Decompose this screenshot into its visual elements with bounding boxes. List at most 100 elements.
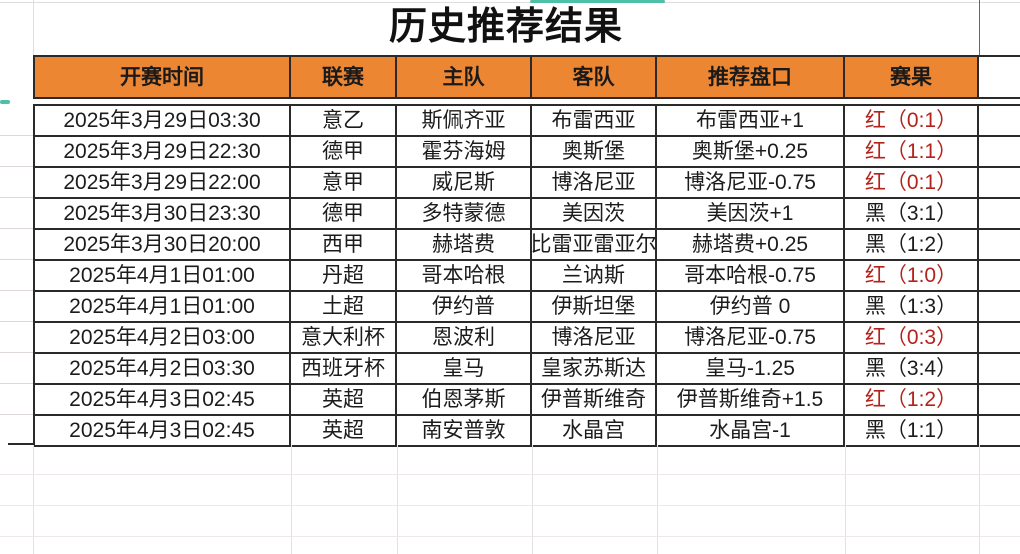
cell-away[interactable]: 皇家苏斯达 bbox=[532, 354, 657, 383]
cell-league[interactable]: 土超 bbox=[291, 292, 397, 321]
cell-handicap[interactable]: 赫塔费+0.25 bbox=[657, 230, 845, 259]
cell-league[interactable]: 西班牙杯 bbox=[291, 354, 397, 383]
table-row: 2025年4月2日03:00 意大利杯 恩波利 博洛尼亚 博洛尼亚-0.75 红… bbox=[33, 323, 1020, 354]
cell-away[interactable]: 美因茨 bbox=[532, 199, 657, 228]
cell-away[interactable]: 比雷亚雷亚尔 bbox=[532, 230, 657, 259]
cell-away[interactable]: 布雷西亚 bbox=[532, 106, 657, 135]
table-row: 2025年3月29日03:30 意乙 斯佩齐亚 布雷西亚 布雷西亚+1 红（0:… bbox=[33, 106, 1020, 137]
cell-empty bbox=[979, 323, 1020, 352]
cell-time[interactable]: 2025年4月1日01:00 bbox=[35, 292, 291, 321]
header-row: 开赛时间 联赛 主队 客队 推荐盘口 赛果 bbox=[33, 55, 1020, 99]
header-home[interactable]: 主队 bbox=[397, 57, 532, 97]
cell-handicap[interactable]: 伊约普 0 bbox=[657, 292, 845, 321]
cell-result[interactable]: 红（0:1） bbox=[845, 106, 979, 135]
gridline bbox=[979, 445, 980, 554]
cell-handicap[interactable]: 哥本哈根-0.75 bbox=[657, 261, 845, 290]
gridline bbox=[0, 352, 33, 353]
cell-result[interactable]: 黑（3:4） bbox=[845, 354, 979, 383]
cell-league[interactable]: 丹超 bbox=[291, 261, 397, 290]
cell-handicap[interactable]: 美因茨+1 bbox=[657, 199, 845, 228]
cell-away[interactable]: 水晶宫 bbox=[532, 416, 657, 445]
cell-home[interactable]: 伯恩茅斯 bbox=[397, 385, 532, 414]
cell-handicap[interactable]: 奥斯堡+0.25 bbox=[657, 137, 845, 166]
cell-handicap[interactable]: 博洛尼亚-0.75 bbox=[657, 168, 845, 197]
cell-home[interactable]: 霍芬海姆 bbox=[397, 137, 532, 166]
cell-away[interactable]: 博洛尼亚 bbox=[532, 323, 657, 352]
cell-away[interactable]: 奥斯堡 bbox=[532, 137, 657, 166]
gridline bbox=[845, 445, 846, 554]
header-league[interactable]: 联赛 bbox=[291, 57, 397, 97]
cell-time[interactable]: 2025年3月29日03:30 bbox=[35, 106, 291, 135]
cell-league[interactable]: 西甲 bbox=[291, 230, 397, 259]
cell-league[interactable]: 英超 bbox=[291, 385, 397, 414]
table-body: 2025年3月29日03:30 意乙 斯佩齐亚 布雷西亚 布雷西亚+1 红（0:… bbox=[33, 104, 1020, 447]
cell-handicap[interactable]: 伊普斯维奇+1.5 bbox=[657, 385, 845, 414]
table-row: 2025年3月30日20:00 西甲 赫塔费 比雷亚雷亚尔 赫塔费+0.25 黑… bbox=[33, 230, 1020, 261]
table-row: 2025年4月1日01:00 丹超 哥本哈根 兰讷斯 哥本哈根-0.75 红（1… bbox=[33, 261, 1020, 292]
gridline bbox=[532, 445, 533, 554]
header-away[interactable]: 客队 bbox=[532, 57, 657, 97]
cell-empty bbox=[979, 168, 1020, 197]
gridline bbox=[0, 135, 33, 136]
cell-result[interactable]: 红（1:1） bbox=[845, 137, 979, 166]
cell-time[interactable]: 2025年4月2日03:30 bbox=[35, 354, 291, 383]
cell-league[interactable]: 意甲 bbox=[291, 168, 397, 197]
cell-home[interactable]: 皇马 bbox=[397, 354, 532, 383]
cell-league[interactable]: 德甲 bbox=[291, 199, 397, 228]
teal-marker-top bbox=[530, 0, 665, 3]
margin-gridline bbox=[33, 0, 34, 55]
cell-empty bbox=[979, 385, 1020, 414]
cell-handicap[interactable]: 皇马-1.25 bbox=[657, 354, 845, 383]
cell-result[interactable]: 黑（1:1） bbox=[845, 416, 979, 445]
cell-home[interactable]: 赫塔费 bbox=[397, 230, 532, 259]
cell-time[interactable]: 2025年4月1日01:00 bbox=[35, 261, 291, 290]
header-empty-cell bbox=[979, 57, 1020, 97]
gridline bbox=[0, 383, 33, 384]
cell-time[interactable]: 2025年4月3日02:45 bbox=[35, 385, 291, 414]
cell-home[interactable]: 南安普敦 bbox=[397, 416, 532, 445]
cell-result[interactable]: 黑（3:1） bbox=[845, 199, 979, 228]
cell-time[interactable]: 2025年3月30日23:30 bbox=[35, 199, 291, 228]
cell-home[interactable]: 多特蒙德 bbox=[397, 199, 532, 228]
header-time[interactable]: 开赛时间 bbox=[35, 57, 291, 97]
cell-away[interactable]: 博洛尼亚 bbox=[532, 168, 657, 197]
cell-away[interactable]: 伊斯坦堡 bbox=[532, 292, 657, 321]
gridline bbox=[0, 228, 33, 229]
cell-league[interactable]: 意乙 bbox=[291, 106, 397, 135]
gridline bbox=[0, 197, 33, 198]
header-gap bbox=[33, 99, 1020, 104]
cell-time[interactable]: 2025年4月3日02:45 bbox=[35, 416, 291, 445]
cell-result[interactable]: 黑（1:2） bbox=[845, 230, 979, 259]
cell-time[interactable]: 2025年3月29日22:00 bbox=[35, 168, 291, 197]
cell-time[interactable]: 2025年4月2日03:00 bbox=[35, 323, 291, 352]
cell-away[interactable]: 伊普斯维奇 bbox=[532, 385, 657, 414]
cell-home[interactable]: 恩波利 bbox=[397, 323, 532, 352]
cell-result[interactable]: 红（0:1） bbox=[845, 168, 979, 197]
cell-handicap[interactable]: 博洛尼亚-0.75 bbox=[657, 323, 845, 352]
cell-handicap[interactable]: 水晶宫-1 bbox=[657, 416, 845, 445]
cell-home[interactable]: 哥本哈根 bbox=[397, 261, 532, 290]
cell-league[interactable]: 意大利杯 bbox=[291, 323, 397, 352]
header-handicap[interactable]: 推荐盘口 bbox=[657, 57, 845, 97]
cell-time[interactable]: 2025年3月29日22:30 bbox=[35, 137, 291, 166]
cell-handicap[interactable]: 布雷西亚+1 bbox=[657, 106, 845, 135]
cell-league[interactable]: 德甲 bbox=[291, 137, 397, 166]
header-result[interactable]: 赛果 bbox=[845, 57, 979, 97]
table-row: 2025年4月3日02:45 英超 南安普敦 水晶宫 水晶宫-1 黑（1:1） bbox=[33, 416, 1020, 447]
cell-result[interactable]: 红（1:2） bbox=[845, 385, 979, 414]
cell-result[interactable]: 黑（1:3） bbox=[845, 292, 979, 321]
cell-away[interactable]: 兰讷斯 bbox=[532, 261, 657, 290]
cell-result[interactable]: 红（0:3） bbox=[845, 323, 979, 352]
cell-result[interactable]: 红（1:0） bbox=[845, 261, 979, 290]
cell-empty bbox=[979, 230, 1020, 259]
results-table: 开赛时间 联赛 主队 客队 推荐盘口 赛果 2025年3月29日03:30 意乙… bbox=[33, 55, 1020, 447]
cell-league[interactable]: 英超 bbox=[291, 416, 397, 445]
cell-time[interactable]: 2025年3月30日20:00 bbox=[35, 230, 291, 259]
cell-home[interactable]: 斯佩齐亚 bbox=[397, 106, 532, 135]
table-row: 2025年3月30日23:30 德甲 多特蒙德 美因茨 美因茨+1 黑（3:1） bbox=[33, 199, 1020, 230]
cell-empty bbox=[979, 354, 1020, 383]
gridline bbox=[657, 445, 658, 554]
cell-home[interactable]: 伊约普 bbox=[397, 292, 532, 321]
cell-home[interactable]: 威尼斯 bbox=[397, 168, 532, 197]
